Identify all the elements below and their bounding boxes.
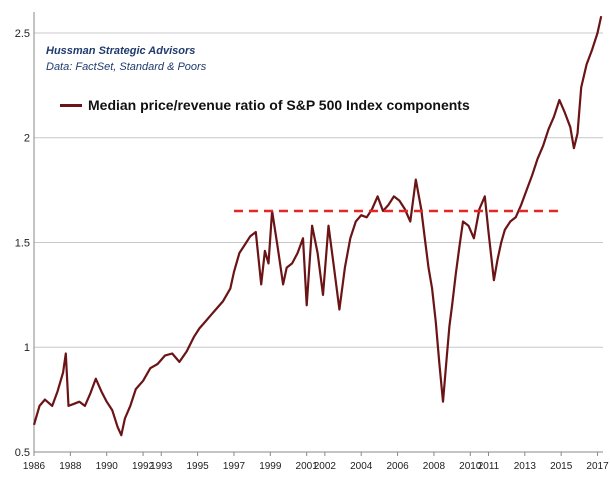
y-tick-label: 0.5 (15, 447, 30, 459)
x-tick-label: 1986 (23, 461, 46, 472)
y-tick-label: 2.5 (15, 28, 30, 40)
source-org: Hussman Strategic Advisors (46, 45, 196, 57)
y-tick-label: 1 (24, 342, 30, 354)
x-tick-label: 2015 (550, 461, 573, 472)
source-data-credit: Data: FactSet, Standard & Poors (46, 61, 207, 73)
series-layer (32, 15, 603, 437)
legend-swatch (60, 103, 82, 107)
x-tick-label: 1990 (96, 461, 119, 472)
x-tick-label: 1993 (150, 461, 173, 472)
x-tick-label: 2004 (350, 461, 373, 472)
x-tick-label: 2001 (296, 461, 319, 472)
x-tick-label: 1988 (59, 461, 82, 472)
y-tick-labels: 0.5 1 1.5 2 2.5 (15, 28, 30, 459)
x-tick-label: 2006 (386, 461, 409, 472)
y-tick-label: 2 (24, 133, 30, 145)
x-tick-label: 2017 (586, 461, 609, 472)
y-tick-label: 1.5 (15, 237, 30, 249)
x-tick-label: 1999 (259, 461, 282, 472)
axes (33, 12, 603, 456)
x-tick-label: 1992 (132, 461, 155, 472)
gridlines (34, 32, 603, 453)
x-tick-label: 2002 (314, 461, 337, 472)
x-tick-label: 2011 (478, 461, 500, 472)
x-tick-label: 1997 (223, 461, 246, 472)
legend: Median price/revenue ratio of S&P 500 In… (60, 97, 470, 113)
x-tick-label: 1995 (186, 461, 209, 472)
x-tick-label: 2010 (459, 461, 482, 472)
legend-label: Median price/revenue ratio of S&P 500 In… (88, 97, 470, 113)
x-tick-label: 2013 (514, 461, 537, 472)
x-tick-label: 2008 (423, 461, 446, 472)
series-line-price-revenue (32, 15, 603, 437)
